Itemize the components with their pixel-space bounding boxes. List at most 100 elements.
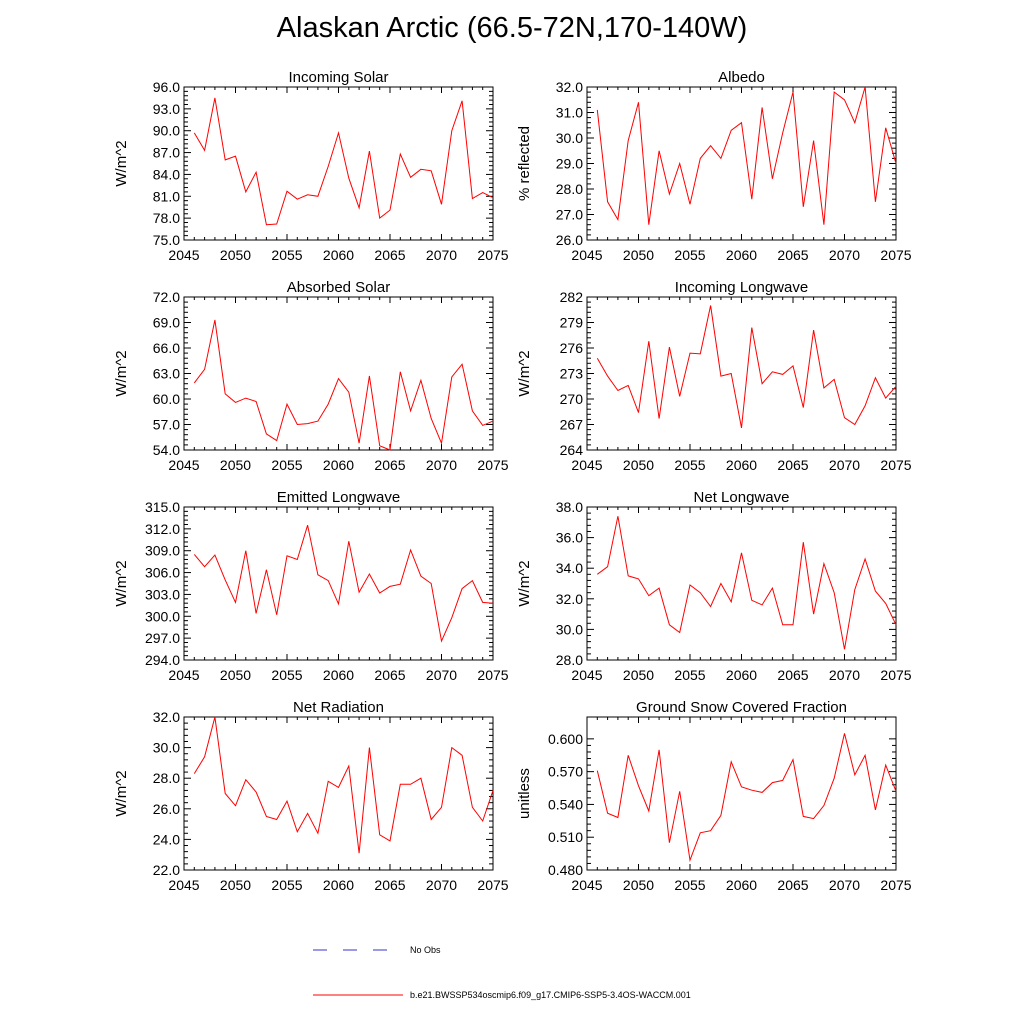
panel-albedo: Albedo % reflected 2045 2050 2055 2060 2065 207… [516, 69, 912, 263]
emitted-longwave-xtick-label: 2060 [323, 667, 354, 683]
net-longwave-xtick-label: 2050 [623, 667, 654, 683]
incoming-longwave-xtick-label: 2075 [880, 457, 911, 473]
net-radiation-xtick-label: 2045 [168, 877, 199, 893]
net-radiation-series-line [193, 716, 494, 854]
absorbed-solar-title: Absorbed Solar [287, 279, 390, 296]
net-longwave-xtick-label: 2065 [777, 667, 808, 683]
net-radiation-plot-frame [183, 716, 494, 871]
ground-snow-covered-fraction-ytick-label: 0.600 [548, 731, 583, 747]
ground-snow-covered-fraction-xtick-label: 2055 [674, 877, 705, 893]
absorbed-solar-xtick-label: 2070 [426, 457, 457, 473]
albedo-xtick-label: 2065 [777, 247, 808, 263]
ground-snow-covered-fraction-ytick-label: 0.510 [548, 829, 583, 845]
net-radiation-xtick-label: 2075 [477, 877, 508, 893]
absorbed-solar-series-line [193, 319, 494, 451]
chart-panels: Incoming Solar W/m^2 2045 2050 2055 2060 2065 2… [113, 69, 912, 893]
emitted-longwave-ytick-label: 306.0 [145, 565, 180, 581]
net-longwave-ytick-label: 34.0 [556, 560, 583, 576]
incoming-longwave-ytick-label: 267 [560, 417, 584, 433]
net-longwave-ytick-label: 32.0 [556, 591, 583, 607]
incoming-solar-ytick-label: 93.0 [153, 101, 180, 117]
emitted-longwave-ytick-label: 315.0 [145, 499, 180, 515]
ground-snow-covered-fraction-ytick-label: 0.570 [548, 764, 583, 780]
incoming-solar-xtick-label: 2075 [477, 247, 508, 263]
net-radiation-ylabel: W/m^2 [113, 770, 130, 816]
net-radiation-xtick-label: 2060 [323, 877, 354, 893]
net-longwave-xtick-label: 2045 [571, 667, 602, 683]
incoming-solar-ytick-label: 81.0 [153, 188, 180, 204]
emitted-longwave-plot-frame [183, 506, 494, 661]
legend-obs-label: No Obs [410, 945, 441, 955]
incoming-longwave-ytick-label: 273 [560, 366, 584, 382]
emitted-longwave-xtick-label: 2070 [426, 667, 457, 683]
albedo-ytick-label: 26.0 [556, 232, 583, 248]
albedo-xtick-label: 2070 [829, 247, 860, 263]
net-radiation-xtick-label: 2050 [220, 877, 251, 893]
incoming-longwave-ylabel: W/m^2 [516, 350, 533, 396]
incoming-solar-ylabel: W/m^2 [113, 140, 130, 186]
incoming-longwave-title: Incoming Longwave [675, 279, 808, 296]
ground-snow-covered-fraction-xtick-label: 2050 [623, 877, 654, 893]
emitted-longwave-ytick-label: 309.0 [145, 543, 180, 559]
incoming-longwave-xtick-label: 2055 [674, 457, 705, 473]
net-longwave-ytick-label: 38.0 [556, 499, 583, 515]
panel-emitted-longwave: Emitted Longwave W/m^2 2045 2050 2055 2060 206… [113, 489, 509, 683]
albedo-plot-frame [586, 86, 897, 241]
incoming-solar-xtick-label: 2065 [374, 247, 405, 263]
net-radiation-ytick-label: 22.0 [153, 862, 180, 878]
absorbed-solar-xtick-label: 2065 [374, 457, 405, 473]
net-radiation-ytick-label: 32.0 [153, 709, 180, 725]
albedo-xtick-label: 2060 [726, 247, 757, 263]
ground-snow-covered-fraction-ytick-label: 0.480 [548, 862, 583, 878]
incoming-solar-title: Incoming Solar [288, 69, 388, 86]
emitted-longwave-xtick-label: 2075 [477, 667, 508, 683]
absorbed-solar-ytick-label: 60.0 [153, 391, 180, 407]
panel-incoming-longwave: Incoming Longwave W/m^2 2045 2050 2055 2060 20… [516, 279, 912, 473]
albedo-ytick-label: 29.0 [556, 156, 583, 172]
albedo-ytick-label: 30.0 [556, 130, 583, 146]
albedo-xtick-label: 2055 [674, 247, 705, 263]
ground-snow-covered-fraction-xtick-label: 2045 [571, 877, 602, 893]
incoming-longwave-xtick-label: 2045 [571, 457, 602, 473]
absorbed-solar-ytick-label: 72.0 [153, 289, 180, 305]
figure-title: Alaskan Arctic (66.5-72N,170-140W) [276, 12, 748, 44]
ground-snow-covered-fraction-series-line [596, 733, 897, 863]
incoming-longwave-series-line [596, 305, 897, 428]
net-longwave-xtick-label: 2060 [726, 667, 757, 683]
absorbed-solar-ytick-label: 63.0 [153, 366, 180, 382]
panel-ground-snow-covered-fraction: Ground Snow Covered Fraction unitless 2045… [516, 699, 912, 893]
emitted-longwave-ytick-label: 303.0 [145, 586, 180, 602]
net-radiation-ytick-label: 30.0 [153, 740, 180, 756]
albedo-xtick-label: 2045 [571, 247, 602, 263]
net-longwave-ytick-label: 30.0 [556, 621, 583, 637]
albedo-series-line [596, 86, 897, 225]
emitted-longwave-ytick-label: 312.0 [145, 521, 180, 537]
panel-absorbed-solar: Absorbed Solar W/m^2 2045 2050 2055 2060 2065 2… [113, 279, 509, 473]
net-radiation-xtick-label: 2065 [374, 877, 405, 893]
emitted-longwave-xtick-label: 2065 [374, 667, 405, 683]
ground-snow-covered-fraction-ytick-label: 0.540 [548, 796, 583, 812]
net-longwave-xtick-label: 2075 [880, 667, 911, 683]
incoming-solar-plot-frame [183, 86, 494, 241]
emitted-longwave-title: Emitted Longwave [277, 489, 400, 506]
albedo-ytick-label: 32.0 [556, 79, 583, 95]
net-radiation-title: Net Radiation [293, 699, 384, 716]
net-longwave-xtick-label: 2070 [829, 667, 860, 683]
incoming-solar-xtick-label: 2055 [271, 247, 302, 263]
absorbed-solar-ylabel: W/m^2 [113, 350, 130, 396]
net-radiation-ytick-label: 28.0 [153, 770, 180, 786]
absorbed-solar-plot-frame [183, 296, 494, 451]
net-longwave-ytick-label: 28.0 [556, 652, 583, 668]
legend: No Obs b.e21.BWSSP534oscmip6.f09_g17.CMI… [313, 945, 691, 1000]
incoming-solar-ytick-label: 75.0 [153, 232, 180, 248]
panel-net-longwave: Net Longwave W/m^2 2045 2050 2055 2060 2065 207… [516, 489, 912, 683]
panel-incoming-solar: Incoming Solar W/m^2 2045 2050 2055 2060 2065 2… [113, 69, 509, 263]
net-radiation-ytick-label: 24.0 [153, 831, 180, 847]
albedo-ytick-label: 27.0 [556, 207, 583, 223]
net-radiation-xtick-label: 2055 [271, 877, 302, 893]
absorbed-solar-xtick-label: 2055 [271, 457, 302, 473]
incoming-longwave-xtick-label: 2070 [829, 457, 860, 473]
incoming-solar-xtick-label: 2045 [168, 247, 199, 263]
incoming-longwave-ytick-label: 279 [560, 315, 584, 331]
